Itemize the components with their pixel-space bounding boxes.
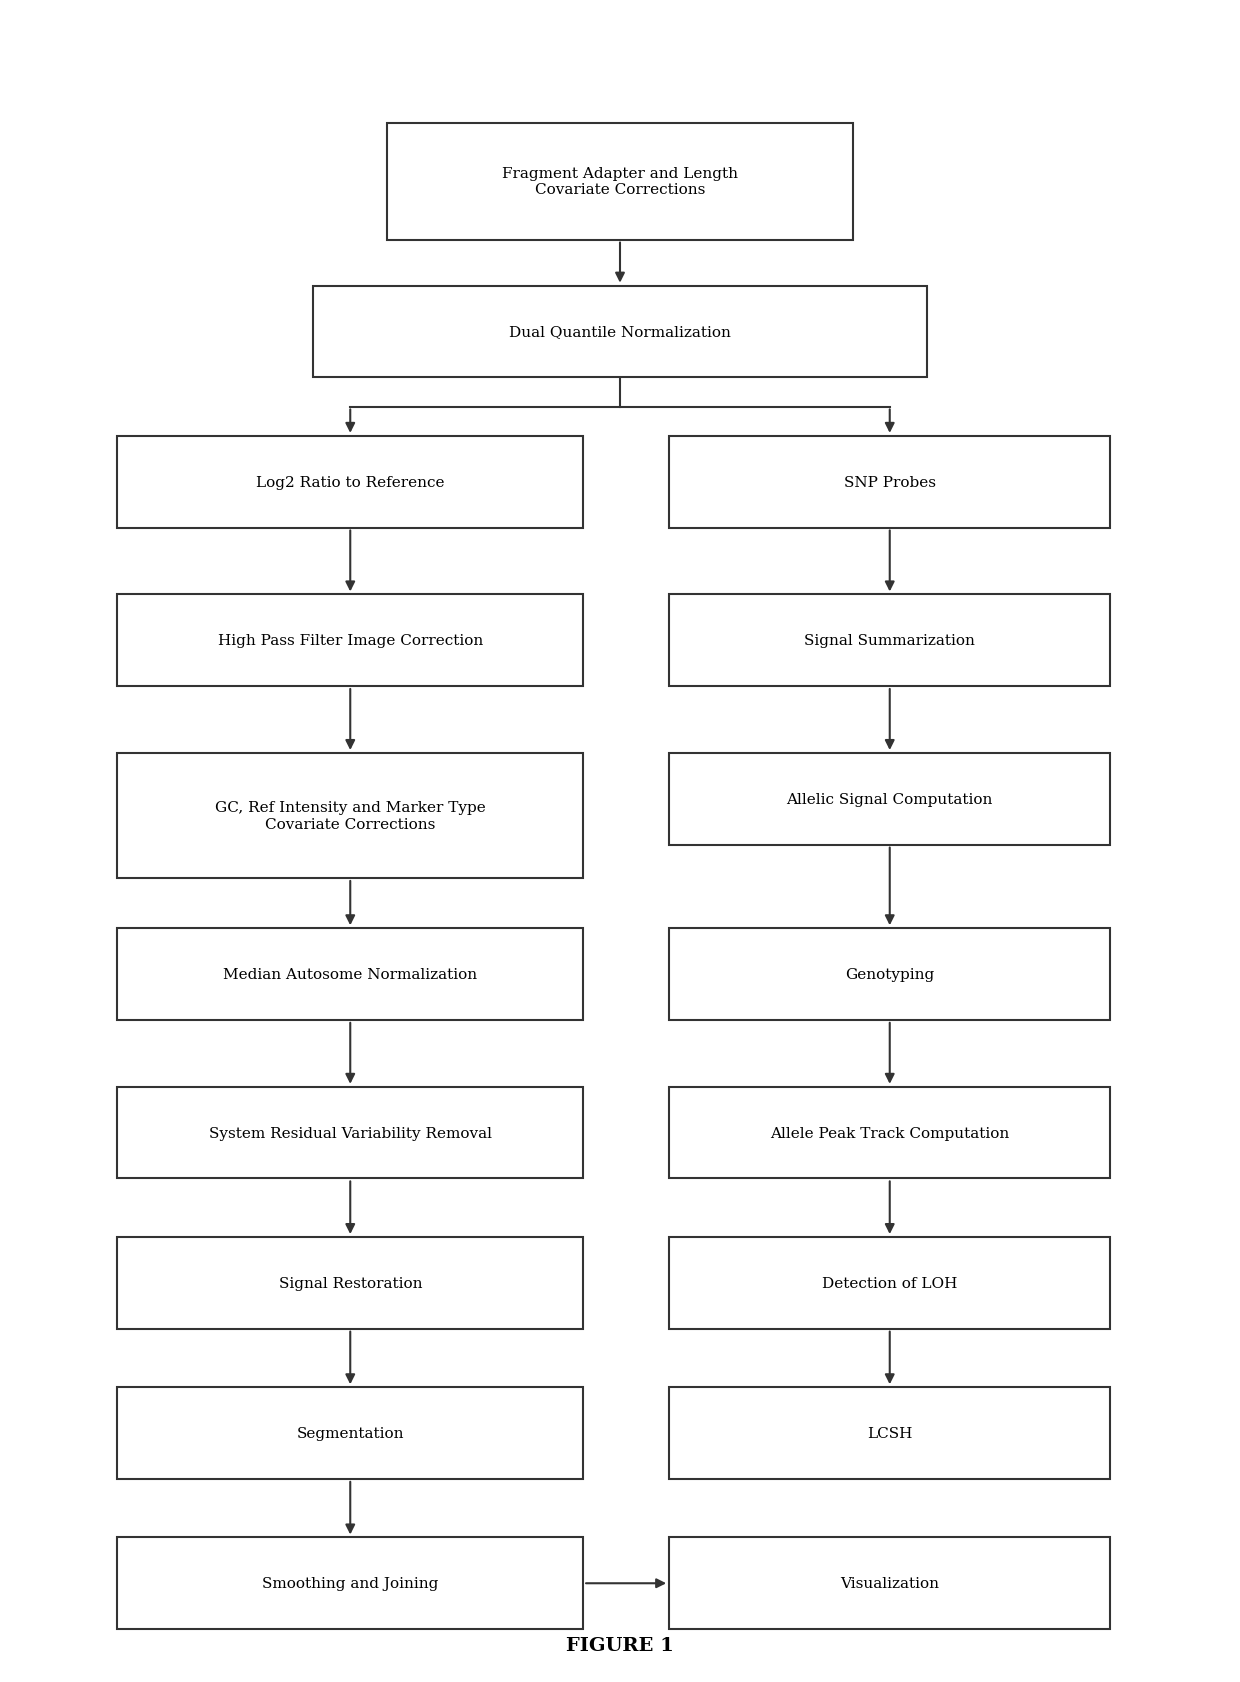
FancyBboxPatch shape (670, 754, 1111, 844)
Text: Signal Summarization: Signal Summarization (805, 634, 975, 648)
Text: Detection of LOH: Detection of LOH (822, 1277, 957, 1290)
FancyBboxPatch shape (387, 124, 853, 241)
Text: Median Autosome Normalization: Median Autosome Normalization (223, 967, 477, 981)
FancyBboxPatch shape (118, 1238, 583, 1329)
FancyBboxPatch shape (118, 1087, 583, 1179)
FancyBboxPatch shape (670, 1388, 1111, 1478)
Text: Allelic Signal Computation: Allelic Signal Computation (786, 792, 993, 806)
FancyBboxPatch shape (118, 1537, 583, 1630)
Text: High Pass Filter Image Correction: High Pass Filter Image Correction (218, 634, 482, 648)
Text: LCSH: LCSH (867, 1426, 913, 1440)
FancyBboxPatch shape (670, 1087, 1111, 1179)
FancyBboxPatch shape (118, 1388, 583, 1478)
FancyBboxPatch shape (670, 437, 1111, 528)
Text: System Residual Variability Removal: System Residual Variability Removal (208, 1125, 492, 1140)
FancyBboxPatch shape (670, 595, 1111, 686)
FancyBboxPatch shape (118, 928, 583, 1021)
FancyBboxPatch shape (118, 595, 583, 686)
FancyBboxPatch shape (670, 1537, 1111, 1630)
FancyBboxPatch shape (670, 928, 1111, 1021)
Text: Signal Restoration: Signal Restoration (279, 1277, 422, 1290)
Text: FIGURE 1: FIGURE 1 (567, 1637, 673, 1653)
FancyBboxPatch shape (670, 1238, 1111, 1329)
Text: Log2 Ratio to Reference: Log2 Ratio to Reference (255, 476, 444, 489)
FancyBboxPatch shape (118, 754, 583, 878)
FancyBboxPatch shape (314, 286, 926, 378)
Text: Dual Quantile Normalization: Dual Quantile Normalization (510, 325, 730, 340)
Text: Segmentation: Segmentation (296, 1426, 404, 1440)
Text: Fragment Adapter and Length
Covariate Corrections: Fragment Adapter and Length Covariate Co… (502, 167, 738, 197)
Text: Visualization: Visualization (841, 1576, 939, 1589)
Text: Smoothing and Joining: Smoothing and Joining (262, 1576, 439, 1589)
Text: SNP Probes: SNP Probes (843, 476, 936, 489)
Text: Allele Peak Track Computation: Allele Peak Track Computation (770, 1125, 1009, 1140)
FancyBboxPatch shape (118, 437, 583, 528)
Text: GC, Ref Intensity and Marker Type
Covariate Corrections: GC, Ref Intensity and Marker Type Covari… (215, 801, 486, 831)
Text: Genotyping: Genotyping (846, 967, 935, 981)
